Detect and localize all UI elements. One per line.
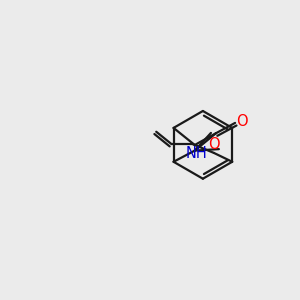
Text: O: O <box>208 137 220 152</box>
Text: O: O <box>236 114 248 129</box>
Text: NH: NH <box>185 146 207 161</box>
